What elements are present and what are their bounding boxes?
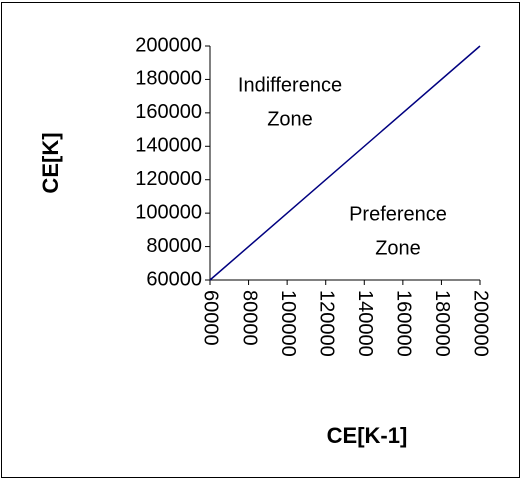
annotation: Zone bbox=[375, 237, 421, 259]
y-tick-label: 160000 bbox=[135, 101, 202, 123]
x-tick-label: 80000 bbox=[238, 290, 260, 346]
x-tick-label: 200000 bbox=[470, 290, 492, 357]
y-tick-label: 100000 bbox=[135, 201, 202, 223]
y-tick-label: 200000 bbox=[135, 34, 202, 56]
y-tick-label: 180000 bbox=[135, 68, 202, 90]
y-tick-label: 60000 bbox=[146, 268, 202, 290]
line-series bbox=[209, 45, 481, 281]
x-tick-label: 100000 bbox=[277, 290, 299, 357]
y-tick-label: 120000 bbox=[135, 168, 202, 190]
x-tick-label: 160000 bbox=[393, 290, 415, 357]
x-tick-label: 140000 bbox=[354, 290, 376, 357]
y-tick-label: 140000 bbox=[135, 135, 202, 157]
annotation: Zone bbox=[267, 108, 313, 130]
x-tick-label: 180000 bbox=[431, 290, 453, 357]
y-tick-label: 80000 bbox=[146, 235, 202, 257]
annotation: Indifference bbox=[238, 74, 342, 96]
y-axis-label: CE[K] bbox=[38, 132, 63, 193]
x-axis-label: CE[K-1] bbox=[327, 423, 408, 448]
x-tick-label: 120000 bbox=[315, 290, 337, 357]
annotation: Preference bbox=[349, 203, 447, 225]
x-tick-label: 60000 bbox=[200, 290, 222, 346]
